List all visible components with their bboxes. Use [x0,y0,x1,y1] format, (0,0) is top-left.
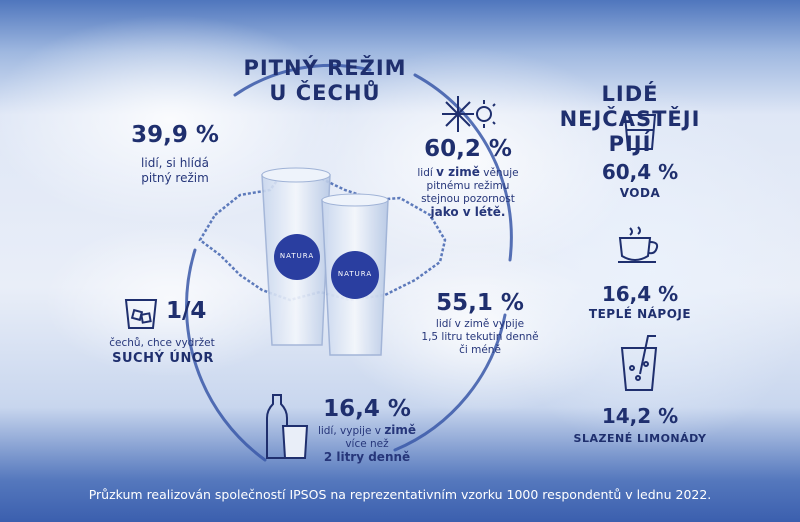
water-glass-icon [623,114,657,150]
drink-teple-label: TEPLÉ NÁPOJE [588,307,692,321]
drink-teple-value: 16,4 % [601,282,679,306]
stat-2l-line1-pre: lidí, vypije v [317,425,385,437]
stat-litr-line3: či méně [459,344,501,356]
stat-zima-line3: stejnou pozornost [421,193,515,205]
stat-2l-value: 16,4 % [323,396,411,422]
stat-sucho-line1: čechů, chce vydržet [109,337,215,349]
stat-zima-post: věnuje [479,167,519,179]
drink-voda-value: 60,4 % [601,160,679,184]
stat-2l-line1-bold: zimě [384,423,417,437]
left-title-line1: PITNÝ REŽIM [243,56,407,80]
stat-sucho-line2: SUCHÝ ÚNOR [112,351,214,366]
stat-zima-value: 60,2 % [424,136,512,162]
stat-litr-line1: lidí v zimě vypije [435,318,525,330]
drink-limonady-value: 14,2 % [601,404,679,428]
left-title-line2: U ČECHŮ [269,81,381,105]
stat-litr-value: 55,1 % [436,290,524,316]
left-title: PITNÝ REŽIM U ČECHŮ [240,56,410,106]
brand-label-right: NATURA [337,270,373,278]
stat-hlida: 39,9 % lidí, si hlídá pitný režim [100,122,250,186]
stat-hlida-value: 39,9 % [131,122,219,148]
stat-zima: 60,2 % lidí v zimě věnuje pitnému režimu… [408,136,528,219]
lemonade-glass-icon [620,335,658,391]
right-title: LIDÉ NEJČASTĚJI PIJÍ [545,82,715,157]
brand-label-left: NATURA [279,252,315,260]
stat-zima-pre: lidí [417,167,437,179]
stat-litr: 55,1 % lidí v zimě vypije 1,5 litru teku… [420,290,540,357]
stat-zima-line2: pitnému režimu [426,180,510,192]
stat-2l-line3: 2 litry denně [323,450,411,464]
right-title-line1: LIDÉ [601,82,659,106]
footer-note: Průzkum realizován společností IPSOS na … [88,487,712,502]
stat-sucho-value: 1/4 [166,298,207,324]
stat-zima-bold: v zimě [436,165,480,179]
stat-litr-line2: 1,5 litru tekutin denně [421,331,539,343]
stat-hlida-line2: pitný režim [141,171,209,185]
stat-zima-line4: jako v létě. [430,205,506,219]
stat-2l: 16,4 % lidí, vypije v zimě více než 2 li… [312,396,422,464]
drink-voda-label: VODA [619,186,661,200]
water-glasses-image [261,167,389,356]
whisky-glass-icon [124,299,158,329]
stat-hlida-line1: lidí, si hlídá [141,156,209,170]
tea-cup-icon [618,226,659,263]
snowflake-sun-icon [442,96,496,132]
stat-2l-line2: více než [345,438,389,450]
bottle-glass-icon [266,394,309,459]
drink-limonady-label: SLAZENÉ LIMONÁDY [573,432,707,445]
right-title-line2: NEJČASTĚJI PIJÍ [559,107,701,156]
